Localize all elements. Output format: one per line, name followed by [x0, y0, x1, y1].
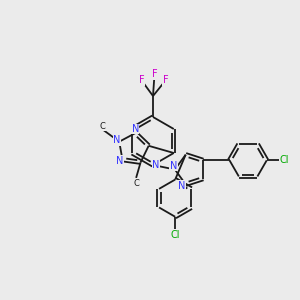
Text: N: N: [152, 160, 160, 170]
Text: Cl: Cl: [170, 230, 180, 240]
Text: N: N: [178, 181, 185, 191]
Text: Cl: Cl: [280, 155, 290, 165]
Text: C: C: [99, 122, 105, 130]
Text: N: N: [170, 161, 177, 171]
Text: F: F: [163, 75, 168, 85]
Text: F: F: [139, 75, 144, 85]
Text: N: N: [116, 156, 124, 166]
Text: N: N: [131, 124, 139, 134]
Text: C: C: [134, 179, 140, 188]
Text: F: F: [152, 69, 157, 80]
Text: N: N: [113, 136, 121, 146]
